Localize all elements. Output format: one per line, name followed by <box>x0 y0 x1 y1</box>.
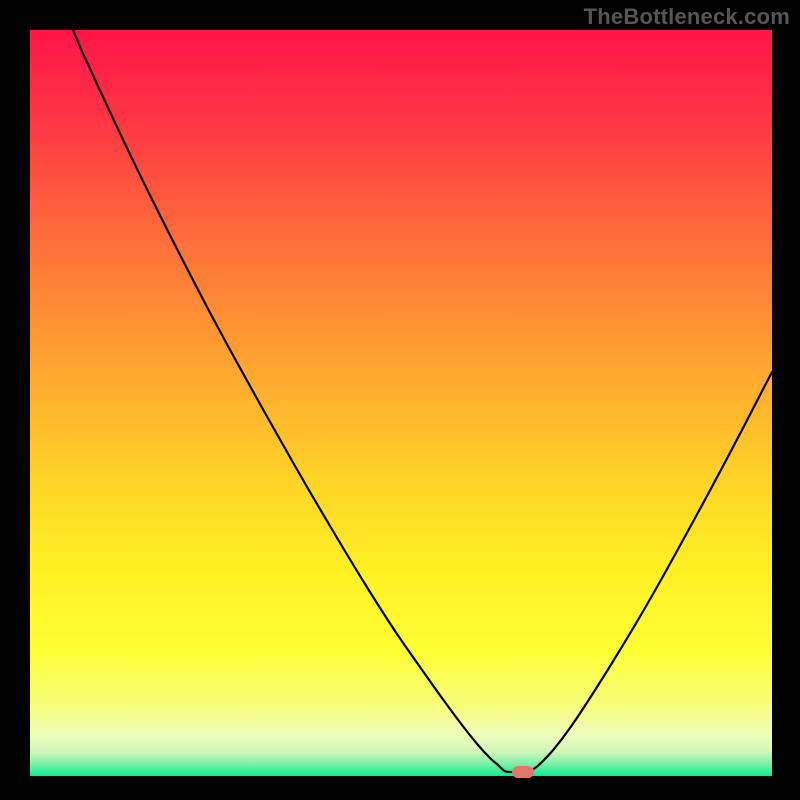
attribution-label: TheBottleneck.com <box>584 4 790 30</box>
optimal-point-marker <box>512 766 534 778</box>
plot-background-gradient <box>30 30 772 776</box>
chart-stage: TheBottleneck.com <box>0 0 800 800</box>
bottleneck-chart <box>0 0 800 800</box>
